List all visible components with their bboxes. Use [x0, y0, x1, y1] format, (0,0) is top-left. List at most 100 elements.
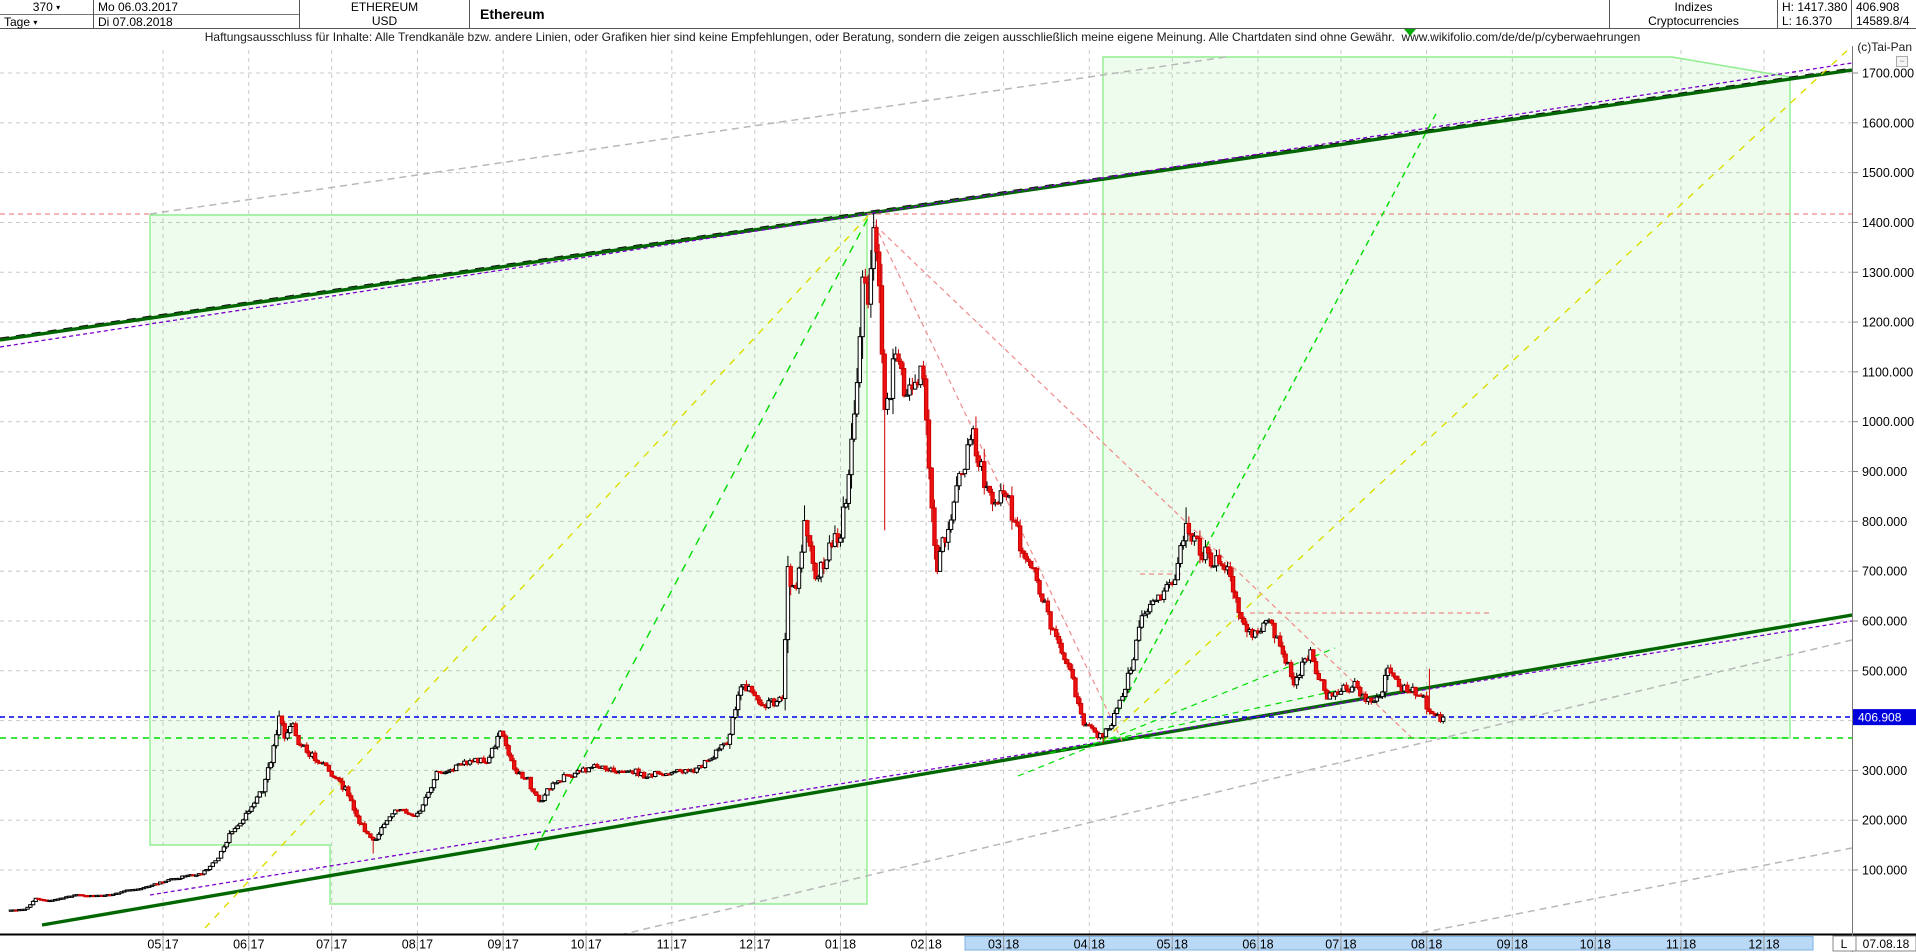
- candle-up: [796, 567, 802, 589]
- candle-up: [379, 827, 384, 835]
- upper-channel-line: [0, 68, 1852, 342]
- candle-down: [863, 276, 868, 284]
- yellow-trend-2018: [1102, 46, 1852, 742]
- candle-up: [545, 788, 550, 796]
- corner-index-value: 14589.8/4: [1856, 14, 1910, 28]
- candle-up: [194, 874, 199, 877]
- candle-down: [1073, 677, 1078, 698]
- last-price-tag-value: 406.908: [1858, 711, 1902, 725]
- candle-up: [376, 833, 381, 840]
- candle-down: [658, 772, 663, 775]
- candle-up: [1128, 669, 1133, 674]
- candle-down: [509, 754, 514, 762]
- candle-up: [1172, 579, 1178, 585]
- candle-down: [1059, 642, 1064, 654]
- chevron-down-icon: ▾: [56, 3, 61, 12]
- candle-down: [337, 778, 343, 782]
- candle-down: [531, 788, 536, 793]
- minimize-button[interactable]: −: [1896, 56, 1908, 67]
- y-axis-label: 1300.000: [1862, 266, 1914, 280]
- candle-up: [274, 734, 279, 747]
- candle-down: [813, 562, 818, 580]
- candle-up: [644, 776, 650, 779]
- candle-up: [1139, 615, 1145, 628]
- candle-down: [752, 691, 757, 697]
- candle-down: [1230, 576, 1236, 593]
- period-dropdown[interactable]: Tage ▾: [0, 14, 93, 29]
- candle-up: [1441, 716, 1446, 722]
- candle-down: [932, 507, 937, 546]
- candle-up: [1380, 691, 1385, 698]
- high-low-cell: H: 1417.380 L: 16.370: [1778, 0, 1852, 28]
- candle-up: [730, 717, 735, 735]
- candle-up: [22, 908, 27, 911]
- candle-up: [733, 709, 738, 719]
- candle-down: [357, 815, 362, 824]
- candle-up: [708, 758, 713, 762]
- candle-down: [987, 485, 992, 493]
- candle-down: [282, 723, 287, 739]
- candle-down: [1092, 727, 1098, 733]
- candle-up: [912, 381, 918, 390]
- candle-down: [749, 685, 755, 693]
- candle-down: [1087, 724, 1092, 727]
- candle-up: [553, 782, 558, 785]
- candlestick-series: [8, 213, 1446, 912]
- candle-down: [1244, 623, 1250, 633]
- candle-up: [802, 520, 807, 553]
- candle-up: [1175, 563, 1180, 581]
- candle-up: [868, 268, 874, 305]
- upper-channel-black-dash: [0, 67, 1852, 339]
- candle-up: [1147, 603, 1153, 613]
- candle-up: [1349, 686, 1355, 693]
- candle-up: [857, 336, 863, 384]
- candle-up: [265, 767, 271, 780]
- candle-down: [1283, 653, 1288, 664]
- candle-down: [404, 809, 409, 814]
- candle-down: [1277, 635, 1283, 647]
- candle-up: [962, 468, 968, 475]
- candle-down: [1217, 555, 1222, 565]
- candle-down: [923, 378, 929, 421]
- candle-down: [1241, 617, 1247, 625]
- candle-down: [351, 800, 357, 811]
- candle-up: [232, 828, 238, 833]
- candle-up: [852, 413, 857, 440]
- candle-up: [1131, 659, 1136, 671]
- candle-up: [711, 757, 716, 760]
- candle-down: [1037, 580, 1042, 595]
- candle-up: [221, 846, 227, 852]
- candle-up: [1164, 584, 1169, 592]
- axis-selection-band[interactable]: [964, 936, 1814, 951]
- candle-up: [387, 816, 392, 822]
- candle-up: [442, 771, 448, 775]
- candle-down: [567, 774, 572, 777]
- plot-area[interactable]: [0, 46, 1852, 935]
- candle-up: [888, 397, 893, 401]
- candle-up: [229, 831, 235, 835]
- chart-header: 370 ▾ Tage ▾ Mo 06.03.2017 Di 07.08.2018…: [0, 0, 1916, 29]
- candle-up: [716, 748, 722, 751]
- candle-down: [1239, 612, 1244, 619]
- candle-up: [774, 701, 780, 707]
- candle-up: [453, 764, 459, 772]
- candle-down: [973, 428, 979, 457]
- candle-down: [1219, 563, 1225, 567]
- candle-up: [1112, 713, 1117, 726]
- candle-up: [241, 819, 246, 824]
- candle-up: [205, 869, 210, 872]
- candle-up: [116, 892, 121, 895]
- candle-down: [755, 695, 760, 701]
- candle-up: [260, 791, 265, 794]
- candle-down: [1053, 628, 1059, 637]
- bars-count-dropdown[interactable]: 370 ▾: [32, 0, 61, 14]
- candle-down: [1194, 535, 1200, 539]
- candle-down: [1429, 711, 1435, 715]
- candle-up: [1120, 696, 1125, 701]
- candle-down: [1023, 552, 1028, 560]
- candle-up: [218, 850, 224, 859]
- candle-up: [492, 746, 498, 749]
- candle-up: [1261, 622, 1266, 632]
